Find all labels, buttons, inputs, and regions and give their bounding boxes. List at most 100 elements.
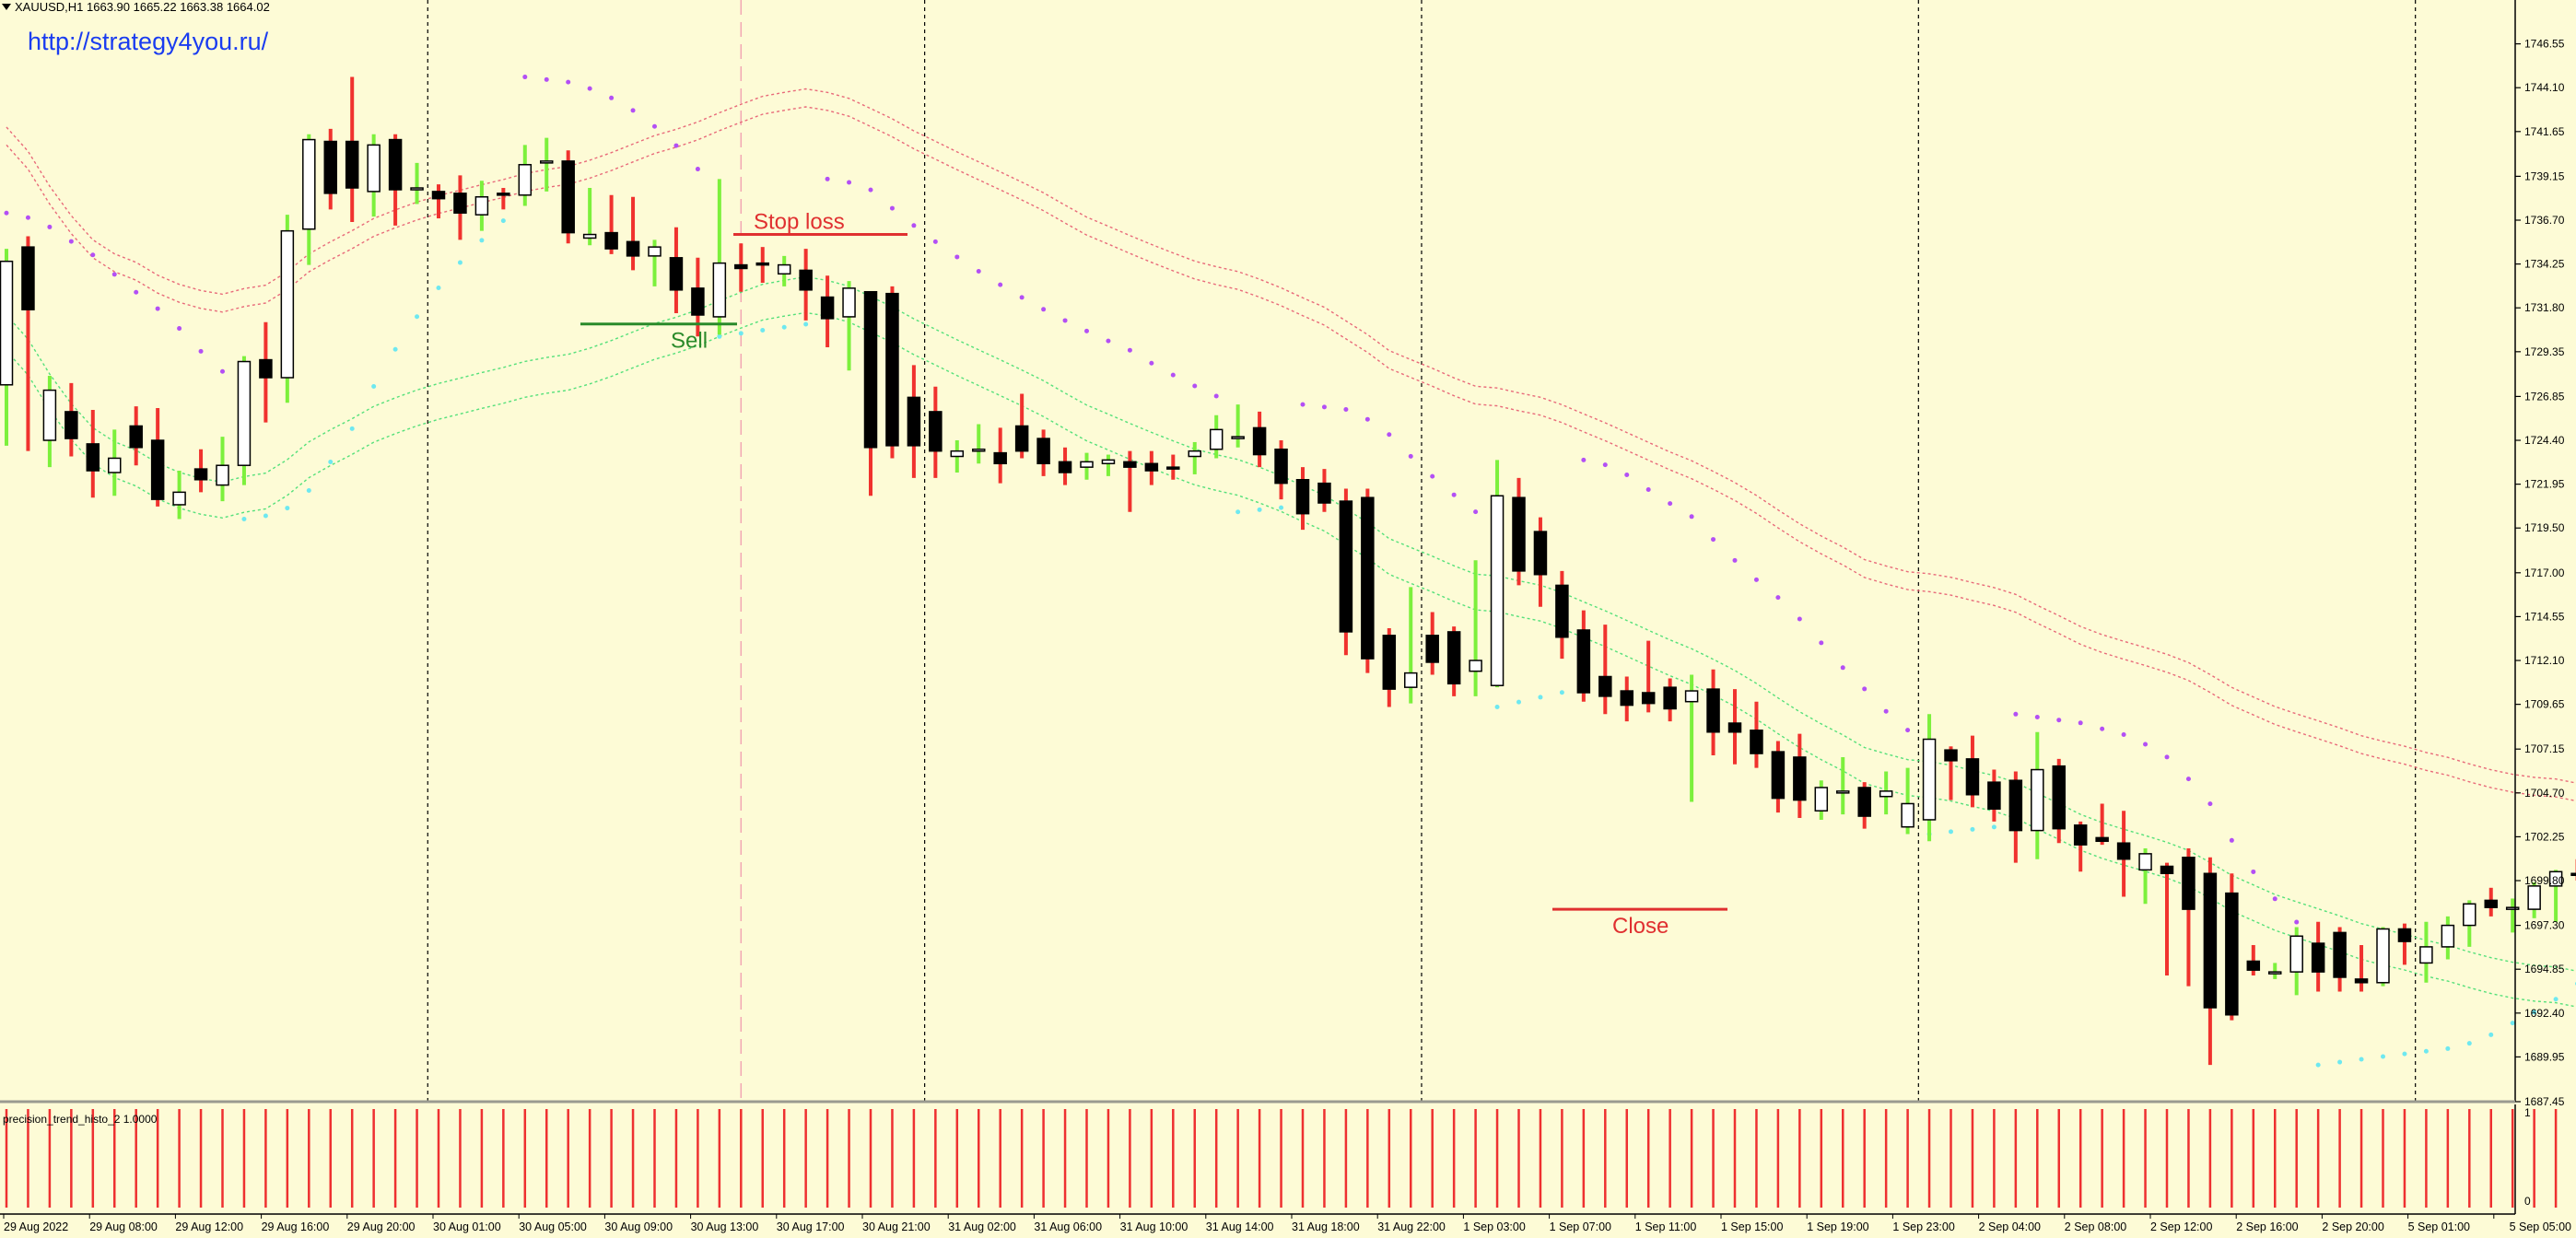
price-tick-label: 1739.15: [2524, 169, 2565, 182]
sar-dot-support: [500, 218, 506, 224]
candle-body-bear: [1274, 448, 1288, 485]
candle-body-bear: [669, 257, 684, 291]
candle: [2289, 927, 2303, 996]
sar-dot-resistance: [198, 348, 204, 354]
sar-dot-resistance: [1062, 318, 1068, 323]
candle-body-bear: [2073, 824, 2088, 846]
candle: [1663, 678, 1677, 722]
sar-dot-support: [479, 238, 485, 243]
sar-dot-support: [1494, 705, 1500, 710]
candle-body-bull: [2376, 928, 2390, 984]
sar-dot-resistance: [847, 180, 852, 185]
sar-dot-resistance: [954, 254, 960, 260]
candle: [518, 145, 533, 206]
candle: [1620, 676, 1633, 722]
candle: [64, 382, 78, 457]
candle-body-bull: [2419, 946, 2433, 964]
sar-dot-resistance: [1862, 686, 1868, 692]
sar-dot-resistance: [1797, 616, 1802, 622]
indicator-subwindow: 10: [0, 1100, 2558, 1215]
candle-body-bear: [1317, 482, 1331, 504]
sar-dot-resistance: [1624, 472, 1630, 477]
price-tick-label: 1719.50: [2524, 521, 2565, 534]
sar-dot-support: [1279, 505, 1284, 510]
candle: [0, 249, 14, 446]
candle-body-bull: [2031, 768, 2044, 832]
candle: [1188, 441, 1201, 474]
sar-dot-resistance: [566, 79, 571, 85]
sar-dot-resistance: [1149, 360, 1154, 366]
price-tick-label: 1709.65: [2524, 698, 2565, 711]
candle-body-bull: [712, 262, 727, 318]
time-tick-label: 1 Sep 15:00: [1721, 1220, 1783, 1233]
candle-body-bear: [1663, 686, 1677, 710]
time-tick-label: 1 Sep 19:00: [1807, 1220, 1868, 1233]
candle-body-bear: [1965, 758, 1980, 796]
candle: [1252, 411, 1267, 468]
price-tick-label: 1731.80: [2524, 301, 2565, 314]
subwindow-tick-label: 1: [2524, 1106, 2531, 1119]
price-tick-label: 1729.35: [2524, 345, 2565, 358]
time-tick-label: 30 Aug 17:00: [777, 1220, 845, 1233]
sar-dot-support: [760, 328, 766, 333]
candle-body-bear: [1166, 466, 1180, 470]
candle: [1339, 488, 1353, 656]
candle-body-bull: [108, 457, 122, 473]
sar-dot-support: [285, 506, 290, 511]
candle-body-bear: [1295, 479, 1310, 515]
candle: [1922, 714, 1937, 842]
candle-body-bear: [2570, 872, 2576, 877]
watermark-url[interactable]: http://strategy4you.ru/: [28, 28, 269, 55]
candle: [799, 249, 813, 321]
candle: [734, 243, 748, 292]
candle: [2548, 870, 2563, 922]
sar-dot-support: [1235, 509, 1241, 515]
candle: [280, 215, 295, 403]
candle-body-bull: [474, 195, 489, 216]
sar-dot-resistance: [587, 86, 592, 91]
candle: [842, 281, 856, 371]
candle: [1014, 393, 1029, 459]
candle: [993, 427, 1007, 484]
candle-body-bear: [1144, 462, 1159, 472]
sar-dot-support: [306, 487, 311, 493]
sar-dot-resistance: [68, 239, 74, 244]
candle-body-bull: [972, 448, 986, 452]
sar-dot-resistance: [889, 205, 895, 211]
price-tick-label: 1717.00: [2524, 566, 2565, 579]
candle: [604, 194, 618, 254]
candle: [1295, 467, 1310, 531]
time-tick-label: 2 Sep 16:00: [2236, 1220, 2298, 1233]
sar-dot-support: [2553, 997, 2558, 1002]
candle-body-bear: [453, 193, 467, 214]
sar-dot-resistance: [2056, 718, 2062, 723]
candle: [2031, 731, 2044, 859]
sar-dot-resistance: [544, 76, 549, 82]
candle: [907, 365, 921, 478]
candle: [42, 376, 57, 468]
candle: [1425, 612, 1439, 675]
candle: [2354, 944, 2369, 992]
candle-body-bear: [1555, 584, 1569, 638]
candle: [497, 188, 510, 210]
subwindow-label: precision_trend_histo_2 1.0000: [3, 1113, 158, 1126]
sar-dot-resistance: [695, 167, 700, 172]
candle: [669, 227, 684, 314]
candle-body-bull: [2138, 853, 2152, 871]
price-axis: 1746.55 1744.10 1741.65 1739.15 1736.70 1734.…: [2514, 0, 2565, 1108]
sar-dot-resistance: [2294, 919, 2300, 925]
stop-loss-label: Stop loss: [754, 210, 845, 235]
candle-body-bear: [604, 231, 618, 250]
candle-body-bear: [345, 140, 359, 189]
candle-body-bull: [1684, 690, 1699, 703]
candle: [755, 247, 769, 284]
candle-body-bear: [1793, 756, 1807, 801]
candle-body-bear: [1750, 730, 1763, 754]
sar-dot-resistance: [1753, 577, 1759, 582]
candle-body-bull: [1490, 495, 1505, 686]
candle: [129, 406, 143, 466]
candle-body-bear: [993, 451, 1007, 465]
candle: [2376, 927, 2390, 987]
candle: [2463, 900, 2476, 947]
